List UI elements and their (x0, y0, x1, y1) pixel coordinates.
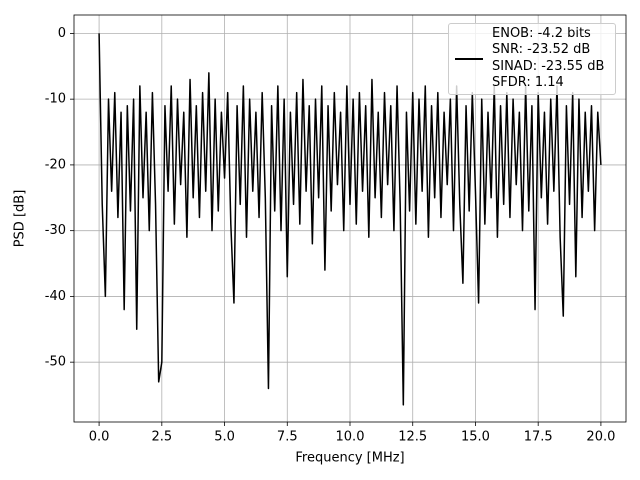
y-tick-label: 0 (58, 26, 66, 41)
y-axis-label: PSD [dB] (13, 190, 28, 248)
y-tick-label: -40 (45, 289, 66, 304)
x-axis-label: Frequency [MHz] (295, 451, 404, 466)
plot-frame (73, 14, 627, 423)
x-tick-label: 17.5 (524, 430, 553, 445)
x-tick-label: 0.0 (89, 430, 110, 445)
x-tick-label: 20.0 (586, 430, 615, 445)
x-tick-label: 15.0 (461, 430, 490, 445)
legend: ENOB: -4.2 bits SNR: -23.52 dB SINAD: -2… (448, 23, 616, 95)
y-tick-label: -10 (45, 92, 66, 107)
y-tick-label: -50 (45, 355, 66, 370)
x-tick-label: 5.0 (214, 430, 235, 445)
y-tick-label: -30 (45, 223, 66, 238)
x-tick-label: 10.0 (336, 430, 365, 445)
x-tick-label: 12.5 (398, 430, 427, 445)
x-tick-label: 7.5 (277, 430, 298, 445)
psd-line (98, 33, 602, 406)
legend-label: ENOB: -4.2 bits SNR: -23.52 dB SINAD: -2… (492, 26, 605, 90)
legend-swatch (455, 58, 483, 60)
y-tick-label: -20 (45, 157, 66, 172)
x-tick-label: 2.5 (151, 430, 172, 445)
